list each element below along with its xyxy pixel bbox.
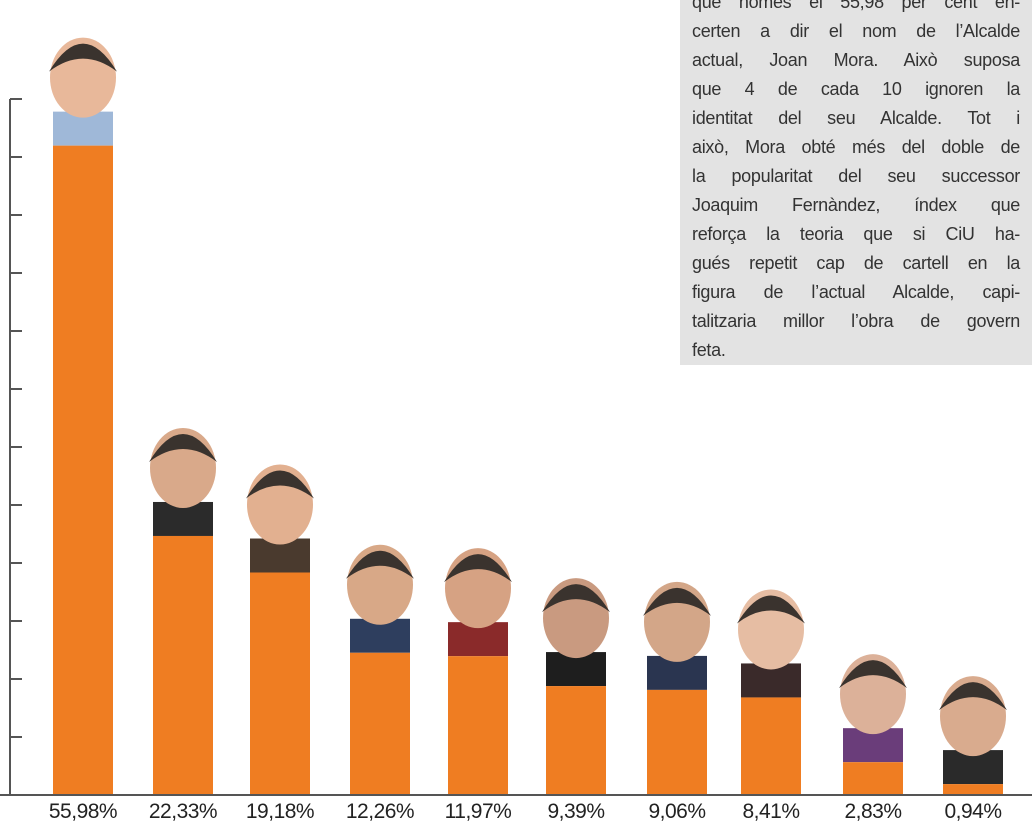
bar: [53, 145, 113, 795]
bar: [350, 652, 410, 795]
value-label: 8,41%: [742, 800, 799, 823]
portrait: [737, 589, 805, 698]
hair: [737, 595, 805, 624]
bar: [843, 762, 903, 795]
value-label: 55,98%: [49, 800, 117, 823]
bar: [943, 784, 1003, 795]
text-line: reforça la teoria que si CiU ha-: [692, 224, 1020, 244]
portrait: [149, 427, 217, 536]
value-label: 2,83%: [844, 800, 901, 823]
text-line: identitat del seu Alcalde. Tot i: [692, 108, 1020, 128]
value-label: 19,18%: [246, 800, 314, 823]
hair: [346, 550, 414, 579]
portrait: [542, 578, 610, 687]
value-label: 11,97%: [445, 800, 512, 823]
hair: [839, 660, 907, 689]
portrait: [444, 548, 512, 657]
hair: [149, 433, 217, 462]
text-line: feta.: [692, 340, 726, 360]
text-line: que 4 de cada 10 ignoren la: [692, 79, 1020, 99]
text-box: que només el 55,98 per cent en-certen a …: [680, 0, 1032, 365]
text-line: Joaquim Fernàndez, índex que: [692, 195, 1020, 215]
bar: [546, 686, 606, 795]
hair: [49, 43, 117, 72]
hair: [246, 470, 314, 499]
hair: [939, 682, 1007, 711]
text-line: certen a dir el nom de l’Alcalde: [692, 21, 1020, 41]
value-label: 12,26%: [346, 800, 414, 823]
value-label: 22,33%: [149, 800, 217, 823]
portrait: [839, 654, 907, 763]
text-line: que només el 55,98 per cent en-: [692, 0, 1020, 12]
hair: [643, 587, 711, 616]
text-line: figura de l’actual Alcalde, capi-: [692, 282, 1020, 302]
bar: [741, 697, 801, 795]
value-label: 9,39%: [547, 800, 604, 823]
text-line: això, Mora obté més del doble de: [692, 137, 1020, 157]
hair: [542, 584, 610, 613]
bar: [647, 689, 707, 795]
hair: [444, 554, 512, 583]
value-label: 0,94%: [944, 800, 1001, 823]
portrait: [643, 581, 711, 690]
bar: [250, 572, 310, 795]
portrait: [246, 464, 314, 573]
value-label: 9,06%: [648, 800, 705, 823]
text-line: talitzaria millor l’obra de govern: [692, 311, 1020, 331]
text-line: la popularitat del seu successor: [692, 166, 1020, 186]
text-line: actual, Joan Mora. Això suposa: [692, 50, 1020, 70]
portrait: [49, 37, 117, 146]
bar: [153, 535, 213, 795]
text-line: gués repetit cap de cartell en la: [692, 253, 1020, 273]
portrait: [939, 676, 1007, 785]
portrait: [346, 544, 414, 653]
bar: [448, 656, 508, 795]
